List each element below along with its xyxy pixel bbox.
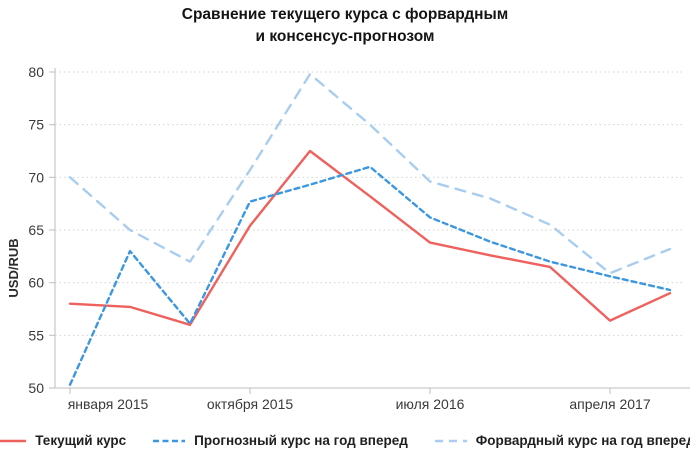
chart-title-line1: Сравнение текущего курса с форвардным	[181, 6, 509, 23]
chart-canvas: 50 55 60 65 70 75 80 января 2015 октября 2015 июл…	[6, 64, 690, 412]
y-tick-label-75: 75	[28, 117, 44, 133]
legend-marker-dashed-line	[153, 439, 186, 442]
x-tick-label-1: октября 2015	[207, 396, 294, 412]
chart-legend: Текущий курс Прогнозный курс на год впер…	[0, 433, 690, 448]
legend-label: Текущий курс	[35, 433, 127, 448]
y-tick-label-70: 70	[28, 169, 44, 185]
chart-title: Сравнение текущего курса с форвардным и …	[0, 4, 690, 48]
legend-item-forecast: Прогнозный курс на год вперед	[152, 433, 408, 448]
x-tick-label-0: января 2015	[68, 396, 149, 412]
y-tick-label-80: 80	[28, 64, 44, 80]
legend-marker-solid-line	[0, 439, 27, 442]
legend-marker-long-dashed-line	[434, 439, 467, 442]
legend-item-forward: Форвардный курс на год вперед	[434, 433, 690, 448]
y-tick-label-50: 50	[28, 380, 44, 396]
y-tick-label-65: 65	[28, 222, 44, 238]
series-line-0	[68, 149, 672, 326]
legend-item-current: Текущий курс	[0, 433, 126, 448]
series-line-2	[68, 72, 672, 275]
legend-label: Форвардный курс на год вперед	[475, 433, 690, 448]
x-tick-label-3: апреля 2017	[569, 396, 650, 412]
y-axis-title: USD/RUB	[6, 238, 21, 297]
series-line-1	[68, 165, 672, 386]
x-tick-label-2: июля 2016	[396, 396, 465, 412]
chart-title-line2: и консенсус-прогнозом	[255, 28, 435, 45]
y-tick-label-60: 60	[28, 275, 44, 291]
y-tick-label-55: 55	[28, 327, 44, 343]
legend-label: Прогнозный курс на год вперед	[194, 433, 408, 448]
